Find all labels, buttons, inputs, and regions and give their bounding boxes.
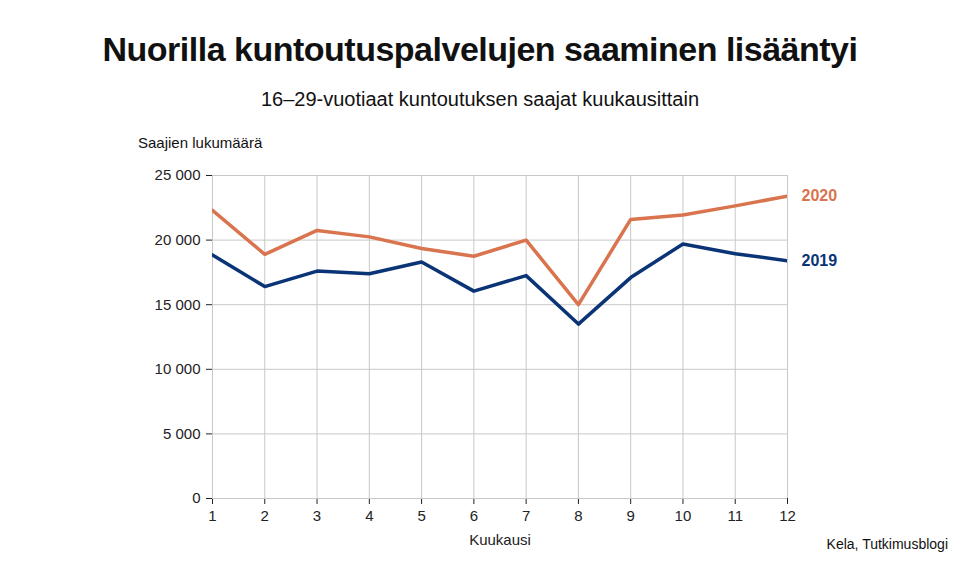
html-text:Saajien lukumäärä: Saajien lukumäärä (138, 134, 263, 151)
svg-text:20 000: 20 000 (155, 231, 201, 248)
svg-text:11: 11 (727, 507, 743, 524)
svg-text:2020: 2020 (802, 187, 838, 204)
svg-text:15 000: 15 000 (155, 296, 201, 313)
html-text:16–29-vuotiaat kuntoutuksen sa: 16–29-vuotiaat kuntoutuksen saajat kuuka… (261, 88, 699, 110)
svg-text:Kuukausi: Kuukausi (469, 531, 531, 548)
svg-text:2019: 2019 (802, 252, 838, 269)
svg-text:4: 4 (365, 507, 373, 524)
svg-text:5 000: 5 000 (163, 425, 201, 442)
svg-text:12: 12 (779, 507, 796, 524)
svg-text:3: 3 (313, 507, 321, 524)
svg-text:25 000: 25 000 (155, 166, 201, 183)
html-text:Kela, Tutkimusblogi: Kela, Tutkimusblogi (826, 536, 948, 552)
svg-text:10 000: 10 000 (155, 360, 201, 377)
svg-text:1: 1 (208, 507, 216, 524)
svg-text:7: 7 (522, 507, 530, 524)
svg-text:9: 9 (627, 507, 635, 524)
svg-text:5: 5 (417, 507, 425, 524)
svg-text:8: 8 (574, 507, 582, 524)
svg-text:0: 0 (192, 489, 200, 506)
svg-text:2: 2 (261, 507, 269, 524)
svg-text:10: 10 (675, 507, 692, 524)
svg-text:6: 6 (470, 507, 478, 524)
html-text:Nuorilla kuntoutuspalvelujen s: Nuorilla kuntoutuspalvelujen saaminen li… (102, 30, 858, 68)
